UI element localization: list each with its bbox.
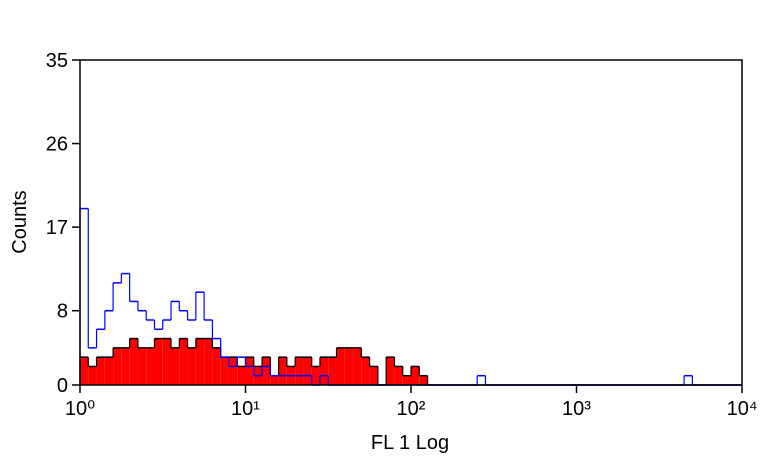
histogram-bar [187, 347, 196, 385]
histogram-bar [220, 357, 229, 385]
histogram-bar [171, 347, 180, 385]
histogram-bar [228, 357, 238, 385]
y-axis-label: Counts [9, 190, 31, 253]
plot-frame [79, 59, 743, 386]
x-tick-label: 10² [397, 398, 426, 420]
x-axis-label: FL 1 Log [371, 432, 449, 454]
histogram-bar [369, 366, 378, 385]
histogram-bar [336, 347, 345, 385]
x-tick-label: 10¹ [231, 398, 260, 420]
histogram-bar [328, 357, 337, 385]
histogram-bar [96, 357, 105, 385]
histogram-bar [154, 338, 163, 385]
histogram-bar [245, 357, 254, 385]
histogram-bar [386, 357, 395, 385]
y-tick-label: 35 [46, 50, 68, 72]
histogram-bar [129, 338, 138, 385]
histogram-bar [344, 347, 354, 385]
histogram-bar [295, 357, 304, 385]
histogram-bar [179, 338, 188, 385]
x-tick-label: 10⁴ [727, 398, 758, 420]
histogram-bar [353, 347, 362, 385]
histogram-bar [80, 357, 89, 385]
histogram-bar [104, 357, 114, 385]
histogram-bar [162, 338, 172, 385]
y-tick-label: 8 [57, 301, 68, 323]
histogram-bar [411, 366, 420, 385]
histogram-bar [303, 357, 312, 385]
histogram-bar [311, 366, 320, 385]
histogram-bar [262, 357, 271, 385]
histogram-bar [419, 375, 428, 385]
histogram-bar [278, 357, 287, 385]
histogram-bar [146, 347, 155, 385]
x-tick-label: 10³ [562, 398, 591, 420]
histogram-bar [402, 375, 411, 385]
histogram-bar [88, 366, 97, 385]
histogram-bar [113, 347, 122, 385]
histogram-bar [361, 357, 370, 385]
y-tick-label: 26 [46, 134, 68, 156]
histogram-bar [270, 375, 279, 385]
x-tick-label: 10⁰ [65, 398, 95, 420]
y-tick-label: 0 [57, 375, 68, 397]
histogram-bar [204, 338, 213, 385]
histogram-bar [121, 347, 130, 385]
histogram-bar [237, 366, 246, 385]
y-tick-label: 17 [46, 217, 68, 239]
histogram-bar [195, 338, 205, 385]
histogram-bar [319, 357, 329, 385]
histogram-bar [212, 347, 221, 385]
histogram-bar [394, 366, 403, 385]
histogram-bar [137, 347, 147, 385]
